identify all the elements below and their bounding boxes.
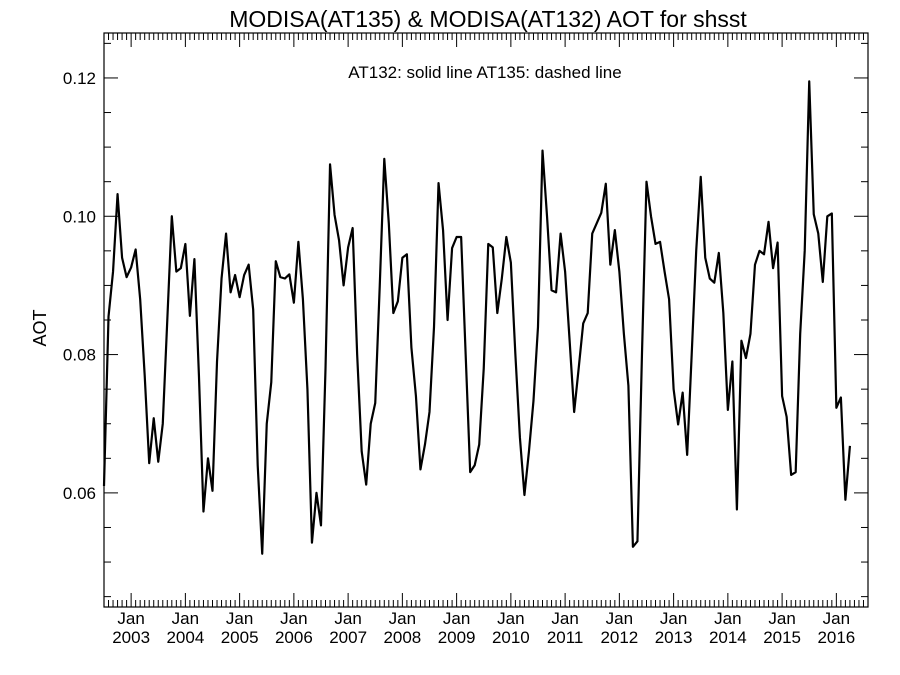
y-tick-label: 0.12 <box>63 69 96 88</box>
x-tick-label-month: Jan <box>823 609 850 628</box>
y-axis-ticks: 0.06 0.08 0.10 0.12 <box>63 42 868 598</box>
x-tick-label-month: Jan <box>172 609 199 628</box>
x-tick-label-year: 2005 <box>221 628 259 647</box>
x-tick-label-year: 2013 <box>655 628 693 647</box>
x-tick-label-month: Jan <box>389 609 416 628</box>
x-tick-label-month: Jan <box>280 609 307 628</box>
y-tick-label: 0.10 <box>63 207 96 226</box>
y-tick-label: 0.08 <box>63 346 96 365</box>
x-tick-label-month: Jan <box>443 609 470 628</box>
x-tick-label-year: 2009 <box>438 628 476 647</box>
y-tick-label: 0.06 <box>63 484 96 503</box>
x-tick-label-month: Jan <box>768 609 795 628</box>
x-tick-label-month: Jan <box>117 609 144 628</box>
x-tick-label-year: 2008 <box>383 628 421 647</box>
x-tick-label-year: 2012 <box>600 628 638 647</box>
x-tick-label-month: Jan <box>551 609 578 628</box>
x-tick-label-month: Jan <box>226 609 253 628</box>
x-tick-label-month: Jan <box>606 609 633 628</box>
x-tick-label-month: Jan <box>334 609 361 628</box>
x-axis-ticks: Jan2003Jan2004Jan2005Jan2006Jan2007Jan20… <box>103 33 864 647</box>
series-group <box>102 80 852 555</box>
x-tick-label-year: 2006 <box>275 628 313 647</box>
x-tick-label-year: 2014 <box>709 628 747 647</box>
series-line <box>102 80 852 555</box>
x-tick-label-year: 2004 <box>166 628 204 647</box>
x-tick-label-year: 2016 <box>817 628 855 647</box>
x-tick-label-year: 2010 <box>492 628 530 647</box>
x-tick-label-year: 2011 <box>547 628 584 647</box>
x-tick-label-month: Jan <box>660 609 687 628</box>
x-tick-label-year: 2003 <box>112 628 150 647</box>
chart-title: MODISA(AT135) & MODISA(AT132) AOT for sh… <box>229 6 747 32</box>
x-tick-label-month: Jan <box>714 609 741 628</box>
chart-annotation: AT132: solid line AT135: dashed line <box>348 63 621 82</box>
x-tick-label-year: 2007 <box>329 628 367 647</box>
x-tick-label-year: 2015 <box>763 628 801 647</box>
x-tick-label-month: Jan <box>497 609 524 628</box>
y-axis-label: AOT <box>30 309 50 346</box>
